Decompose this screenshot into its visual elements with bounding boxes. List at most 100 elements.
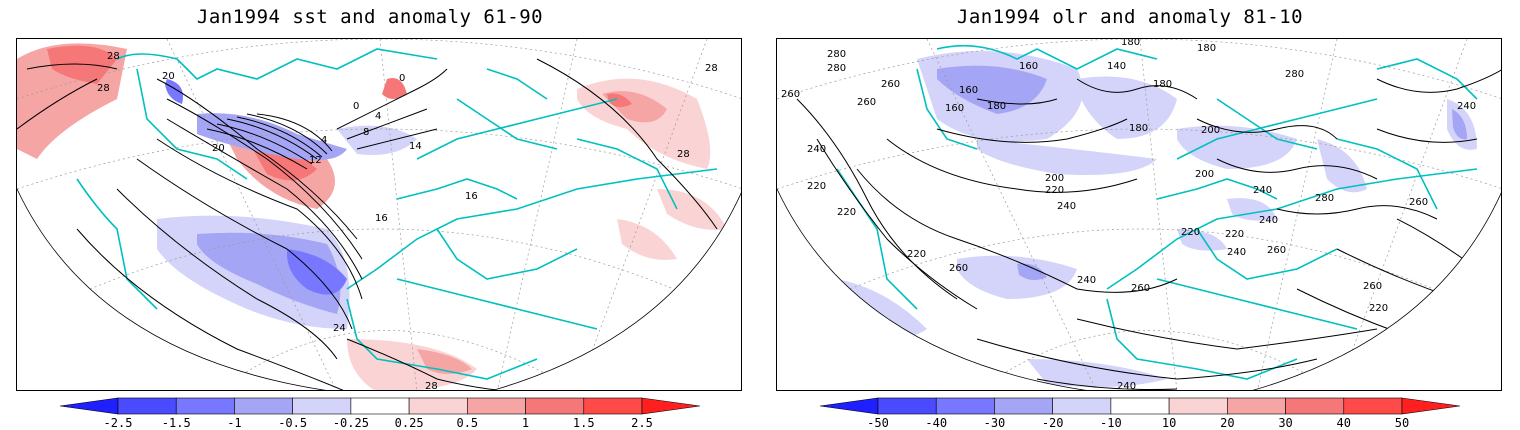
olr-colorbar-swatches [819, 397, 1461, 415]
olr-colorbar-tick-label: 30 [1278, 416, 1293, 430]
sst-map-frame: 28 28 28 20 20 0 0 4 4 8 12 16 16 24 28 … [16, 38, 742, 391]
sst-anomaly-cold-area [287, 249, 347, 295]
olr-colorbar-swatch [1343, 397, 1403, 415]
svg-text:240: 240 [1117, 381, 1136, 391]
olr-colorbar-swatch [1401, 397, 1461, 415]
olr-colorbar-swatch [935, 397, 995, 415]
svg-text:20: 20 [212, 143, 225, 154]
svg-text:240: 240 [1457, 101, 1476, 112]
olr-colorbar-tick-label: -30 [983, 416, 1006, 430]
olr-anomaly-negative-area [1017, 263, 1047, 281]
sst-colorbar-tick-label: 1 [521, 416, 530, 430]
svg-text:280: 280 [827, 63, 846, 74]
sst-colorbar-swatch [467, 397, 526, 415]
svg-text:28: 28 [97, 83, 110, 94]
sst-coastlines [76, 48, 718, 380]
svg-text:0: 0 [353, 101, 359, 112]
svg-text:4: 4 [375, 111, 381, 122]
svg-text:280: 280 [1315, 193, 1334, 204]
sst-anomaly-warm-area [577, 78, 711, 169]
svg-text:200: 200 [807, 307, 826, 318]
sst-colorbar-swatch [583, 397, 643, 415]
olr-anomaly-negative-area [1027, 359, 1167, 388]
svg-text:220: 220 [1225, 229, 1244, 240]
svg-text:220: 220 [907, 249, 926, 260]
olr-colorbar-swatch [1110, 397, 1170, 415]
svg-text:4: 4 [321, 135, 327, 146]
svg-text:180: 180 [1153, 79, 1172, 90]
svg-text:220: 220 [1181, 227, 1200, 238]
sst-panel: Jan1994 sst and anomaly 61-90 [0, 0, 742, 430]
svg-text:240: 240 [1077, 275, 1096, 286]
olr-colorbar-swatch [1227, 397, 1286, 415]
olr-map-frame: 280 280 260 260 180 160 140 180 180 220 … [776, 38, 1502, 391]
sst-colorbar-swatch [525, 397, 585, 415]
svg-text:180: 180 [1197, 43, 1216, 54]
olr-colorbar-ticks: -50 -40 -30 -20 -10 10 20 30 40 50 [820, 416, 1460, 430]
olr-colorbar-swatch [877, 397, 937, 415]
svg-text:28: 28 [425, 381, 438, 391]
sst-map-title: Jan1994 sst and anomaly 61-90 [196, 6, 544, 28]
svg-text:260: 260 [1409, 197, 1428, 208]
svg-text:12: 12 [309, 155, 322, 166]
sst-colorbar-swatch [292, 397, 352, 415]
svg-text:24: 24 [333, 323, 346, 334]
svg-text:280: 280 [827, 49, 846, 60]
svg-text:260: 260 [1131, 283, 1150, 294]
olr-colorbar-tick-label: 20 [1220, 416, 1235, 430]
olr-anomaly-negative-area [937, 65, 1047, 114]
sst-colorbar-tick-label: -1.5 [161, 416, 191, 430]
olr-anomaly-negative-area [1077, 76, 1177, 139]
sst-anomaly-cold-area [337, 125, 417, 155]
svg-text:16: 16 [375, 213, 388, 224]
sst-contours [17, 58, 718, 390]
svg-text:160: 160 [1019, 61, 1038, 72]
sst-colorbar-swatch [175, 397, 235, 415]
sst-colorbar-swatches [59, 397, 701, 415]
sst-anomaly-warm-area [657, 189, 727, 230]
olr-map-title: Jan1994 olr and anomaly 81-10 [956, 6, 1304, 28]
svg-text:28: 28 [677, 149, 690, 160]
svg-text:240: 240 [1259, 215, 1278, 226]
olr-map: 280 280 260 260 180 160 140 180 180 220 … [777, 39, 1501, 391]
sst-colorbar-tick-label: 1.5 [572, 416, 595, 430]
olr-colorbar-swatch [994, 397, 1053, 415]
olr-anomaly-negative-area [837, 279, 927, 338]
sst-colorbar-tick-label: -2.5 [103, 416, 133, 430]
sst-colorbar-tick-label: -0.25 [332, 416, 369, 430]
svg-text:260: 260 [949, 263, 968, 274]
svg-text:220: 220 [1045, 185, 1064, 196]
svg-text:28: 28 [107, 51, 120, 62]
olr-colorbar-tick-label: 40 [1336, 416, 1351, 430]
svg-text:220: 220 [807, 181, 826, 192]
sst-map: 28 28 28 20 20 0 0 4 4 8 12 16 16 24 28 … [17, 39, 741, 391]
sst-colorbar-tick-label: 0.25 [394, 416, 424, 430]
svg-text:28: 28 [705, 63, 718, 74]
svg-text:20: 20 [162, 71, 175, 82]
svg-text:260: 260 [1363, 281, 1382, 292]
svg-text:240: 240 [887, 331, 906, 342]
svg-text:260: 260 [1267, 245, 1286, 256]
sst-colorbar-tick-label: -1 [227, 416, 242, 430]
svg-text:14: 14 [409, 141, 422, 152]
sst-colorbar-ticks: -2.5 -1.5 -1 -0.5 -0.25 0.25 0.5 1 1.5 2.5 [60, 416, 700, 430]
svg-text:180: 180 [1129, 123, 1148, 134]
olr-panel: Jan1994 olr and anomaly 81-10 [760, 0, 1502, 430]
sst-colorbar-swatch [641, 397, 701, 415]
olr-colorbar-tick-label: -40 [925, 416, 948, 430]
sst-colorbar-swatch [408, 397, 468, 415]
svg-text:0: 0 [399, 73, 405, 84]
sst-anomaly-warm-area [617, 219, 677, 260]
svg-text:240: 240 [1253, 185, 1272, 196]
svg-text:180: 180 [987, 101, 1006, 112]
svg-text:200: 200 [1045, 173, 1064, 184]
olr-colorbar-tick-label: 50 [1394, 416, 1410, 430]
svg-text:200: 200 [1195, 169, 1214, 180]
sst-anomaly-warm-area [607, 93, 632, 108]
sst-anomaly-warm-area [47, 45, 117, 84]
olr-colorbar [819, 397, 1461, 415]
olr-anomaly-negative-area [1177, 125, 1297, 169]
olr-contour-labels: 280 280 260 260 180 160 140 180 180 220 … [781, 39, 1476, 391]
olr-anomaly-negative-area [957, 255, 1077, 299]
olr-colorbar-tick-label: -10 [1100, 416, 1122, 430]
